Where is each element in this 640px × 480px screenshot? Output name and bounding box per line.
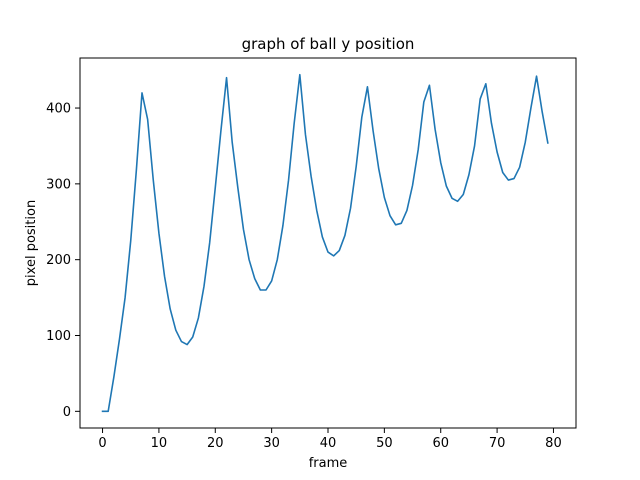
x-tick-label: 70	[489, 436, 506, 451]
series-line-ball-y	[101, 73, 549, 413]
x-tick-label: 40	[320, 436, 337, 451]
plot-area-frame	[79, 57, 577, 429]
chart-title: graph of ball y position	[242, 35, 415, 53]
y-tick-label: 0	[63, 405, 71, 420]
x-tick-label: 20	[207, 436, 224, 451]
x-tick-label: 60	[432, 436, 449, 451]
y-tick-label: 400	[46, 102, 71, 117]
y-tick-label: 300	[46, 177, 71, 192]
y-axis-label: pixel position	[24, 200, 39, 286]
y-tick-label: 100	[46, 329, 71, 344]
x-tick-label: 80	[545, 436, 562, 451]
y-axis-ticks: 0 100 200 300 400	[46, 102, 80, 420]
x-tick-label: 30	[263, 436, 280, 451]
x-tick-label: 10	[151, 436, 168, 451]
x-axis-label: frame	[309, 456, 348, 471]
x-tick-label: 0	[98, 436, 106, 451]
x-axis-ticks: 0 10 20 30 40 50 60 70 80	[98, 428, 562, 451]
y-tick-label: 200	[46, 253, 71, 268]
x-tick-label: 50	[376, 436, 393, 451]
